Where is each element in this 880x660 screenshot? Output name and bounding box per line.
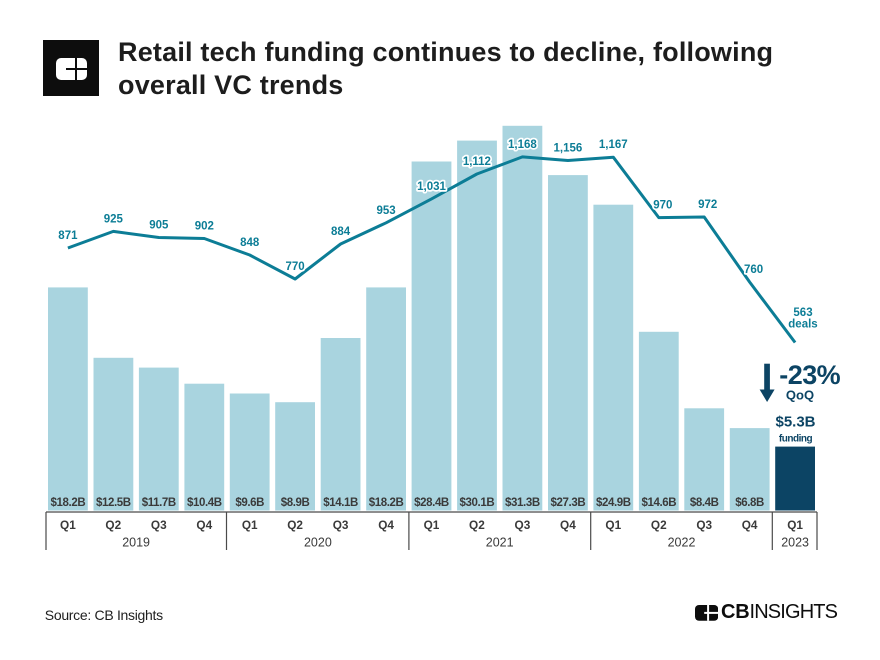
svg-text:$27.3B: $27.3B bbox=[551, 497, 586, 509]
svg-text:2021: 2021 bbox=[486, 536, 514, 550]
svg-text:902: 902 bbox=[195, 221, 214, 233]
svg-text:Q1: Q1 bbox=[60, 518, 76, 532]
svg-text:$8.4B: $8.4B bbox=[690, 497, 719, 509]
svg-text:$18.2B: $18.2B bbox=[369, 497, 404, 509]
svg-text:$10.4B: $10.4B bbox=[187, 497, 222, 509]
svg-text:2022: 2022 bbox=[668, 536, 696, 550]
svg-text:1,031: 1,031 bbox=[417, 181, 446, 193]
svg-text:Q4: Q4 bbox=[378, 518, 394, 532]
svg-text:Q1: Q1 bbox=[605, 518, 621, 532]
svg-text:Q4: Q4 bbox=[742, 518, 758, 532]
svg-text:$18.2B: $18.2B bbox=[51, 497, 86, 509]
svg-text:Q3: Q3 bbox=[696, 518, 712, 532]
svg-text:$11.7B: $11.7B bbox=[142, 497, 176, 509]
svg-text:905: 905 bbox=[149, 220, 169, 232]
svg-text:$14.1B: $14.1B bbox=[323, 497, 358, 509]
svg-text:884: 884 bbox=[331, 226, 351, 238]
svg-text:Q1: Q1 bbox=[424, 518, 440, 532]
svg-text:2019: 2019 bbox=[122, 536, 150, 550]
svg-text:QoQ: QoQ bbox=[786, 388, 814, 403]
svg-text:563: 563 bbox=[793, 307, 812, 319]
svg-text:$14.6B: $14.6B bbox=[641, 497, 676, 509]
svg-text:deals: deals bbox=[788, 318, 817, 330]
svg-text:$31.3B: $31.3B bbox=[505, 497, 540, 509]
svg-text:970: 970 bbox=[653, 200, 672, 212]
svg-text:Q3: Q3 bbox=[515, 518, 531, 532]
svg-text:1,167: 1,167 bbox=[599, 139, 628, 151]
svg-text:2023: 2023 bbox=[781, 536, 809, 550]
svg-text:871: 871 bbox=[58, 230, 78, 242]
svg-text:Q4: Q4 bbox=[196, 518, 212, 532]
svg-text:Q4: Q4 bbox=[560, 518, 576, 532]
svg-text:Q1: Q1 bbox=[787, 518, 803, 532]
svg-text:$5.3B: $5.3B bbox=[775, 414, 815, 431]
svg-text:Q2: Q2 bbox=[651, 518, 667, 532]
svg-text:770: 770 bbox=[286, 261, 305, 273]
svg-text:$9.6B: $9.6B bbox=[235, 497, 264, 509]
svg-text:972: 972 bbox=[698, 199, 717, 211]
svg-text:848: 848 bbox=[240, 237, 260, 249]
svg-text:$30.1B: $30.1B bbox=[460, 497, 495, 509]
svg-text:953: 953 bbox=[377, 205, 396, 217]
svg-text:760: 760 bbox=[744, 264, 763, 276]
svg-text:1,156: 1,156 bbox=[554, 143, 583, 155]
svg-text:-23%: -23% bbox=[779, 360, 840, 390]
svg-text:Q2: Q2 bbox=[105, 518, 121, 532]
svg-text:1,168: 1,168 bbox=[508, 139, 537, 151]
svg-text:Q2: Q2 bbox=[469, 518, 485, 532]
svg-text:$24.9B: $24.9B bbox=[596, 497, 631, 509]
svg-text:Q2: Q2 bbox=[287, 518, 303, 532]
svg-text:2020: 2020 bbox=[304, 536, 332, 550]
svg-text:1,112: 1,112 bbox=[463, 156, 491, 168]
svg-text:Q3: Q3 bbox=[151, 518, 167, 532]
svg-text:Q1: Q1 bbox=[242, 518, 258, 532]
svg-text:Q3: Q3 bbox=[333, 518, 349, 532]
svg-text:$6.8B: $6.8B bbox=[735, 497, 764, 509]
svg-text:$12.5B: $12.5B bbox=[96, 497, 131, 509]
svg-text:$28.4B: $28.4B bbox=[414, 497, 449, 509]
svg-text:$8.9B: $8.9B bbox=[281, 497, 310, 509]
svg-text:925: 925 bbox=[104, 213, 124, 225]
svg-text:funding: funding bbox=[779, 434, 813, 445]
